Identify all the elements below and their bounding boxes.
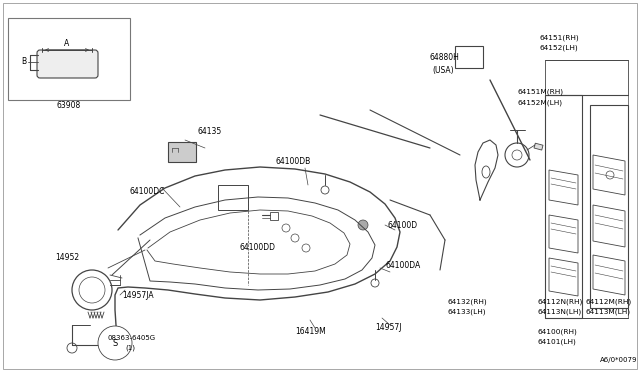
- Bar: [545, 95, 582, 318]
- Circle shape: [358, 220, 368, 230]
- Polygon shape: [593, 205, 625, 247]
- Text: 64101(LH): 64101(LH): [537, 339, 576, 345]
- Text: B: B: [21, 58, 27, 67]
- Text: 64135: 64135: [197, 128, 221, 137]
- Text: 64152M(LH): 64152M(LH): [518, 100, 563, 106]
- Text: 08363-6405G: 08363-6405G: [108, 335, 156, 341]
- Bar: [8, 18, 130, 100]
- Text: 64100DC: 64100DC: [130, 187, 165, 196]
- Text: 64151(RH): 64151(RH): [540, 35, 580, 41]
- Text: 16419M: 16419M: [295, 327, 326, 337]
- Text: 64100DB: 64100DB: [275, 157, 310, 167]
- Text: 14952: 14952: [55, 253, 79, 263]
- Text: (1): (1): [125, 345, 135, 351]
- Text: A: A: [65, 38, 70, 48]
- Bar: [590, 105, 628, 308]
- Text: 64152(LH): 64152(LH): [540, 45, 579, 51]
- Text: 64100D: 64100D: [388, 221, 418, 230]
- Bar: [270, 212, 278, 220]
- Polygon shape: [593, 155, 625, 195]
- FancyBboxPatch shape: [37, 50, 98, 78]
- Text: 64132(RH): 64132(RH): [448, 299, 488, 305]
- Text: 64100(RH): 64100(RH): [537, 329, 577, 335]
- Text: (USA): (USA): [432, 65, 454, 74]
- Text: 64112N(RH): 64112N(RH): [537, 299, 582, 305]
- Text: 64133(LH): 64133(LH): [448, 309, 486, 315]
- Polygon shape: [549, 258, 578, 296]
- Text: S: S: [113, 339, 118, 347]
- Text: 14957JA: 14957JA: [122, 292, 154, 301]
- Text: 64880H: 64880H: [430, 54, 460, 62]
- Text: 64100DD: 64100DD: [240, 244, 276, 253]
- Text: 64113M(LH): 64113M(LH): [585, 309, 630, 315]
- Polygon shape: [549, 170, 578, 205]
- Polygon shape: [593, 255, 625, 295]
- Text: 64100DA: 64100DA: [385, 260, 420, 269]
- Text: 14957J: 14957J: [375, 324, 401, 333]
- Bar: [455, 46, 483, 68]
- Bar: [168, 142, 196, 162]
- Bar: [218, 185, 248, 210]
- Text: 64151M(RH): 64151M(RH): [518, 89, 564, 95]
- Text: 64112M(RH): 64112M(RH): [585, 299, 631, 305]
- Polygon shape: [549, 215, 578, 253]
- Bar: [534, 143, 543, 150]
- Text: A6/0*0079: A6/0*0079: [600, 357, 637, 363]
- Text: 63908: 63908: [57, 102, 81, 110]
- Text: 64113N(LH): 64113N(LH): [537, 309, 581, 315]
